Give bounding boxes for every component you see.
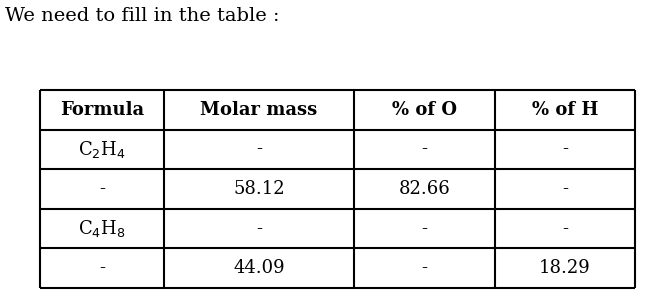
Text: 44.09: 44.09 [233,259,285,277]
Text: % of H: % of H [532,101,598,119]
Text: 82.66: 82.66 [398,180,450,198]
Text: -: - [256,219,262,237]
Text: Molar mass: Molar mass [200,101,318,119]
Text: -: - [562,180,568,198]
Text: 18.29: 18.29 [539,259,591,277]
Text: -: - [99,180,105,198]
Text: -: - [256,140,262,158]
Text: 58.12: 58.12 [233,180,285,198]
Text: -: - [562,219,568,237]
Text: Formula: Formula [60,101,144,119]
Text: -: - [562,140,568,158]
Text: -: - [421,140,427,158]
Text: -: - [99,259,105,277]
Text: C$_4$H$_8$: C$_4$H$_8$ [78,218,126,239]
Text: -: - [421,259,427,277]
Text: C$_2$H$_4$: C$_2$H$_4$ [78,139,126,160]
Text: -: - [421,219,427,237]
Text: We need to fill in the table :: We need to fill in the table : [5,7,280,25]
Text: % of O: % of O [392,101,457,119]
